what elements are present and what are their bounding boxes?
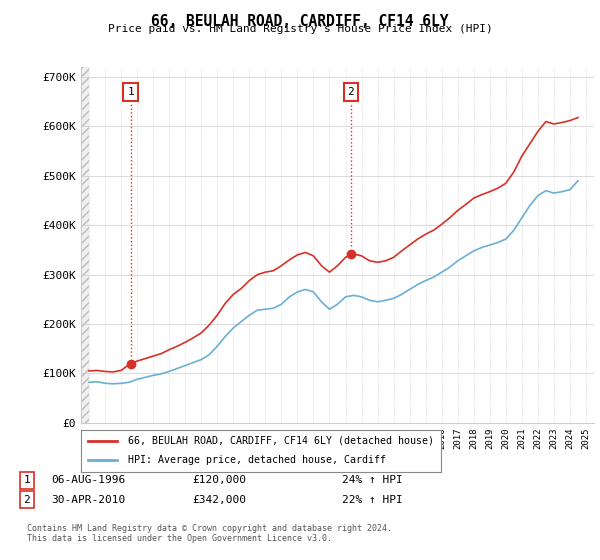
Text: 66, BEULAH ROAD, CARDIFF, CF14 6LY: 66, BEULAH ROAD, CARDIFF, CF14 6LY <box>151 14 449 29</box>
Text: 2: 2 <box>347 87 354 97</box>
Text: 1: 1 <box>127 87 134 97</box>
Text: £120,000: £120,000 <box>192 475 246 486</box>
Text: 24% ↑ HPI: 24% ↑ HPI <box>342 475 403 486</box>
Text: 22% ↑ HPI: 22% ↑ HPI <box>342 494 403 505</box>
Text: 2: 2 <box>23 494 31 505</box>
Text: 66, BEULAH ROAD, CARDIFF, CF14 6LY (detached house): 66, BEULAH ROAD, CARDIFF, CF14 6LY (deta… <box>128 436 434 446</box>
Text: 30-APR-2010: 30-APR-2010 <box>51 494 125 505</box>
Text: 1: 1 <box>23 475 31 486</box>
Text: £342,000: £342,000 <box>192 494 246 505</box>
Text: Contains HM Land Registry data © Crown copyright and database right 2024.
This d: Contains HM Land Registry data © Crown c… <box>27 524 392 543</box>
Text: HPI: Average price, detached house, Cardiff: HPI: Average price, detached house, Card… <box>128 455 386 465</box>
Text: 06-AUG-1996: 06-AUG-1996 <box>51 475 125 486</box>
Text: Price paid vs. HM Land Registry's House Price Index (HPI): Price paid vs. HM Land Registry's House … <box>107 24 493 34</box>
